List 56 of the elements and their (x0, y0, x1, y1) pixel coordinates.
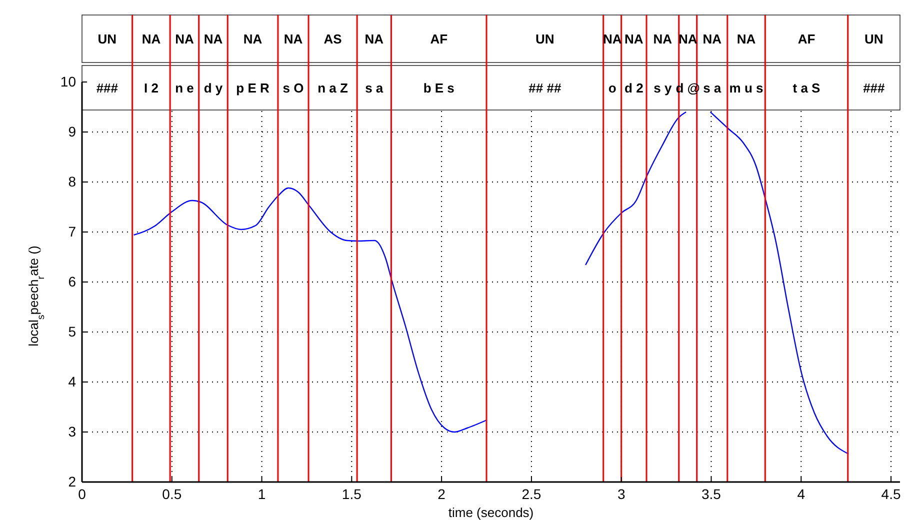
annotation: o (608, 80, 616, 96)
y-tick-label: 5 (68, 323, 76, 340)
band-label: NA (624, 31, 644, 46)
x-tick-label: 2.5 (522, 486, 542, 502)
band-label: AF (430, 31, 448, 46)
y-tick-label: 10 (60, 73, 76, 90)
x-tick-label: 0 (78, 486, 86, 502)
annotation: d y (204, 80, 224, 96)
band-label: NA (702, 31, 722, 46)
annotation: n a Z (318, 80, 348, 96)
annotation: n e (175, 80, 194, 96)
annotation: m u s (729, 80, 764, 96)
band-label: AF (798, 31, 816, 46)
line-series (710, 111, 850, 455)
annotation: ## ## (528, 80, 562, 96)
annotation: t a S (792, 80, 821, 96)
x-tick-label: 1 (258, 486, 266, 502)
x-tick-label: 4.5 (881, 486, 901, 502)
band-label: UN (98, 31, 117, 46)
band-label: UN (536, 31, 554, 46)
annotation: s O (282, 80, 304, 96)
y-tick-label: 8 (68, 173, 76, 190)
annotation: s a (703, 80, 722, 96)
band-label: AS (324, 31, 342, 46)
x-tick-label: 3.5 (701, 486, 722, 502)
annotation: p E R (236, 80, 270, 96)
band-label: NA (142, 31, 162, 46)
x-tick-label: 1.5 (342, 486, 362, 502)
band-label: NA (204, 31, 224, 46)
annotation: d 2 (624, 80, 644, 96)
band-label: UN (864, 31, 884, 46)
y-tick-label: 7 (68, 223, 76, 240)
y-tick-label: 3 (68, 423, 76, 440)
annotation: b E s (423, 80, 454, 96)
x-tick-label: 0.5 (162, 486, 182, 502)
annotation: ### (96, 80, 119, 96)
x-tick-label: 2 (438, 486, 446, 502)
band-label: NA (736, 31, 756, 46)
band-label: NA (284, 31, 304, 46)
band-label: NA (364, 31, 384, 46)
annotation: s y (654, 80, 672, 96)
y-tick-label: 6 (68, 273, 76, 290)
x-axis-title: time (seconds) (448, 505, 534, 520)
y-tick-label: 4 (68, 373, 76, 390)
annotation: s a (365, 80, 384, 96)
line-series (584, 111, 687, 266)
annotation: I 2 (144, 80, 158, 96)
line-series (133, 187, 488, 433)
band-label: NA (243, 31, 263, 46)
x-tick-label: 4 (797, 486, 806, 502)
band-label: NA (175, 31, 194, 46)
x-tick-label: 3 (617, 486, 626, 502)
y-tick-label: 9 (68, 123, 76, 140)
annotation: ### (863, 80, 886, 96)
y-tick-label: 2 (68, 473, 76, 490)
band-label: NA (653, 31, 673, 46)
